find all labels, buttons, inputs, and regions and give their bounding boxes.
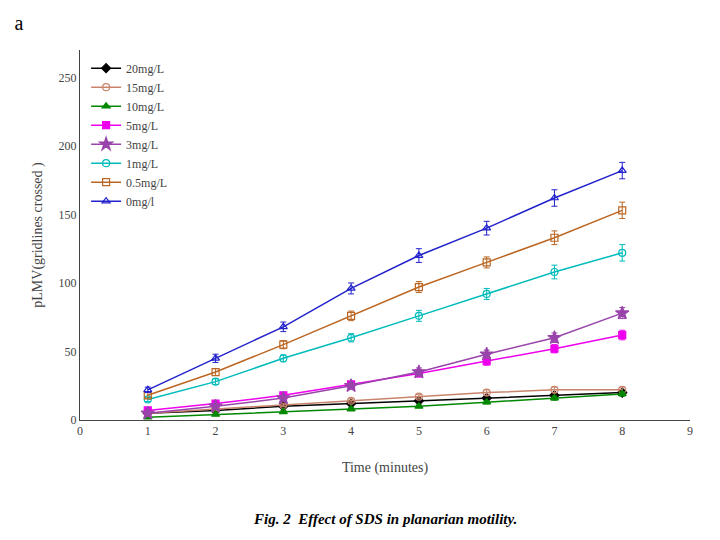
svg-text:0.5mg/L: 0.5mg/L: [126, 176, 167, 190]
svg-text:15mg/L: 15mg/L: [126, 81, 164, 95]
svg-text:Time (minutes): Time (minutes): [342, 460, 429, 476]
svg-text:3: 3: [280, 424, 286, 438]
svg-text:1mg/L: 1mg/L: [126, 157, 158, 171]
svg-text:9: 9: [687, 424, 693, 438]
svg-text:50: 50: [65, 345, 77, 359]
svg-text:8: 8: [619, 424, 625, 438]
svg-text:10mg/L: 10mg/L: [126, 100, 164, 114]
svg-text:100: 100: [59, 276, 77, 290]
svg-text:250: 250: [59, 71, 77, 85]
svg-text:Fig. 2 Effect of SDS in plana: Fig. 2 Effect of SDS in planarian motili…: [253, 511, 517, 527]
svg-text:a: a: [14, 12, 23, 34]
svg-text:2: 2: [213, 424, 219, 438]
svg-text:0mg/l: 0mg/l: [126, 195, 155, 209]
svg-text:200: 200: [59, 139, 77, 153]
svg-text:3mg/L: 3mg/L: [126, 138, 158, 152]
svg-text:5: 5: [416, 424, 422, 438]
svg-text:6: 6: [484, 424, 490, 438]
svg-text:4: 4: [348, 424, 354, 438]
svg-text:7: 7: [551, 424, 557, 438]
svg-text:0: 0: [71, 413, 77, 427]
svg-text:5mg/L: 5mg/L: [126, 119, 158, 133]
svg-text:pLMV(gridlines crossed ): pLMV(gridlines crossed ): [30, 162, 46, 308]
svg-text:20mg/L: 20mg/L: [126, 62, 164, 76]
svg-text:0: 0: [77, 424, 83, 438]
svg-text:150: 150: [59, 208, 77, 222]
svg-text:1: 1: [145, 424, 151, 438]
